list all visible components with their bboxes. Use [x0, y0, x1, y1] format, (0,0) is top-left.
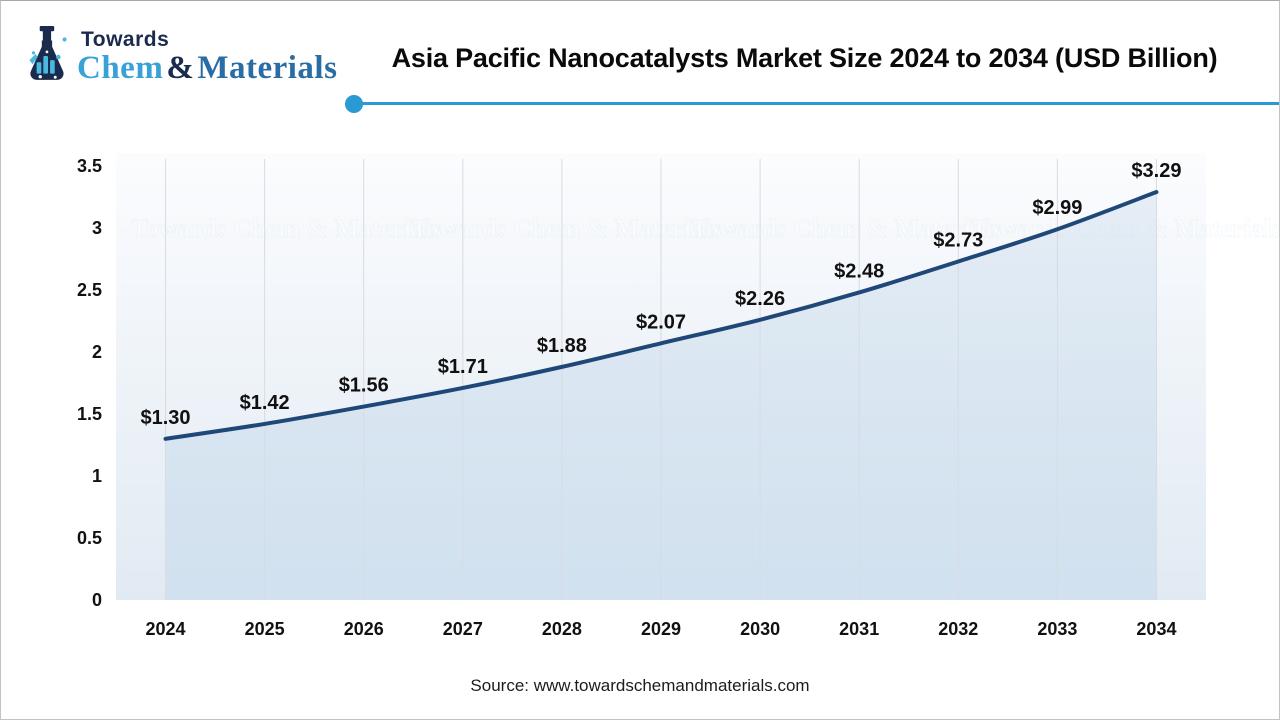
y-tick-3.5: 3.5	[77, 156, 102, 176]
y-tick-3: 3	[92, 218, 102, 238]
vertical-gridlines	[165, 159, 1157, 600]
x-tick-2029: 2029	[641, 619, 681, 639]
x-axis-labels: 2024 2025 2026 2027 2028 2029 2030 2031 2032 2033…	[146, 619, 1177, 639]
brand-ampersand: &	[166, 50, 195, 86]
x-tick-2031: 2031	[839, 619, 879, 639]
data-label-2034: $3.29	[1131, 160, 1181, 182]
data-label-2030: $2.26	[735, 288, 785, 310]
x-tick-2030: 2030	[740, 619, 780, 639]
x-tick-2032: 2032	[938, 619, 978, 639]
data-label-2033: $2.99	[1032, 197, 1082, 219]
brand-chem-materials: Chem&Materials	[77, 51, 337, 86]
data-label-2027: $1.71	[438, 356, 488, 378]
x-tick-2025: 2025	[245, 619, 285, 639]
y-tick-1: 1	[92, 466, 102, 486]
x-tick-2024: 2024	[146, 619, 186, 639]
data-label-2031: $2.48	[834, 260, 884, 282]
brand-logo: Towards Chem&Materials	[23, 25, 337, 86]
data-label-2028: $1.88	[537, 335, 587, 357]
brand-wordmark: Towards Chem&Materials	[77, 25, 337, 86]
series-line	[163, 190, 1159, 441]
data-label-2024: $1.30	[141, 407, 191, 429]
y-tick-1.5: 1.5	[77, 404, 102, 424]
data-label-2026: $1.56	[339, 375, 389, 397]
data-label-2032: $2.73	[933, 229, 983, 251]
watermark-text: Towards Chem & Materials	[691, 214, 1001, 243]
x-tick-2026: 2026	[344, 619, 384, 639]
brand-materials: Materials	[197, 50, 338, 86]
y-axis-labels: 0 0.5 1 1.5 2 2.5 3 3.5	[77, 156, 102, 610]
y-tick-2.5: 2.5	[77, 280, 102, 300]
y-tick-2: 2	[92, 342, 102, 362]
data-labels: $1.30 $1.42 $1.56 $1.71 $1.88 $2.07 $2.26 $2.48…	[141, 160, 1182, 429]
watermark-text: Towards Chem & Materials	[131, 214, 441, 243]
brand-towards: Towards	[81, 28, 170, 51]
watermark-text: Towards Chem & Materials	[411, 214, 721, 243]
y-tick-0: 0	[92, 590, 102, 610]
y-tick-0.5: 0.5	[77, 528, 102, 548]
source-text: Source: www.towardschemandmaterials.com	[470, 676, 810, 695]
x-tick-2027: 2027	[443, 619, 483, 639]
title-divider	[354, 102, 1279, 105]
x-tick-2034: 2034	[1136, 619, 1176, 639]
data-label-2025: $1.42	[240, 392, 290, 414]
x-tick-2033: 2033	[1037, 619, 1077, 639]
data-label-2029: $2.07	[636, 311, 686, 333]
brand-chem: Chem	[77, 50, 164, 86]
page-title: Asia Pacific Nanocatalysts Market Size 2…	[391, 43, 1218, 73]
flask-icon	[29, 26, 67, 80]
x-tick-2028: 2028	[542, 619, 582, 639]
